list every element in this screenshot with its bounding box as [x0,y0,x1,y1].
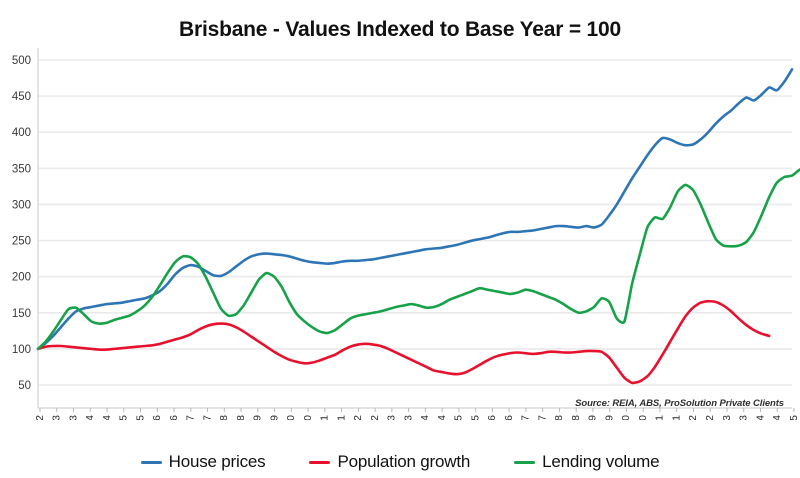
chart-legend: House prices Population growth Lending vol… [0,452,800,472]
x-axis-tick-label: 2009 [268,415,280,420]
x-axis-tick-label: 2017 [520,415,532,420]
x-axis-tick-label: 2021 [654,415,666,420]
legend-label: Lending volume [542,452,660,471]
x-axis-tick-label: 2023 [721,415,733,420]
gridlines [37,48,792,409]
legend-item-lending-volume[interactable]: Lending volume [514,452,660,472]
x-axis-tick-label: 2010 [302,415,314,420]
legend-label: House prices [168,452,266,471]
x-axis-tick-label: 2012 [369,415,381,420]
x-axis-tick-label: 2014 [436,415,448,420]
y-axis-tick-label: 350 [12,163,31,175]
x-axis-tick-label: 2011 [319,415,331,420]
series-line-population-growth [36,299,771,385]
x-axis-tick-label: 2024 [771,415,783,420]
x-axis-tick-label: 2014 [419,415,431,420]
x-axis-tick-label: 2015 [453,415,465,420]
x-axis-tick-label: 2023 [738,415,750,420]
y-axis-tick-label: 450 [12,91,31,103]
legend-item-population-growth[interactable]: Population growth [309,452,470,472]
data-series [36,68,800,385]
x-axis-tick-label: 2022 [704,415,716,420]
source-attribution: Source: REIA, ABS, ProSolution Private C… [575,398,784,409]
chart-title: Brisbane - Values Indexed to Base Year =… [179,18,621,41]
x-axis-tick-label: 2006 [168,415,180,420]
x-axis-tick-label: 2004 [84,415,96,420]
legend-swatch-icon [309,460,331,464]
x-axis-tick-label: 2005 [134,415,146,420]
x-axis-tick-label: 2009 [252,415,264,420]
x-axis-tick-label: 2025 [788,415,800,420]
y-axis-tick-label: 100 [12,344,31,356]
x-axis-tick-label: 2017 [536,415,548,420]
legend-label: Population growth [337,452,471,471]
x-axis-tick-label: 2012 [352,415,364,420]
legend-swatch-icon [140,460,162,464]
x-axis-tick-label: 2020 [620,415,632,420]
x-axis-tick-label: 2013 [386,415,398,420]
y-axis-tick-label: 150 [12,308,31,320]
x-axis-tick-label: 2018 [570,415,582,420]
x-axis-tick-label: 2008 [218,415,230,420]
x-axis-tick-label: 2018 [553,415,565,420]
y-axis-tick-label: 200 [12,272,31,284]
x-axis-tick-label: 2013 [402,415,414,420]
x-axis-tick-label: 2003 [67,415,79,420]
x-axis-tick-label: 2011 [335,415,347,420]
x-axis-tick-label: 2010 [285,415,297,420]
x-axis-tick-label: 2016 [503,415,515,420]
x-axis-tick-label: 2016 [486,415,498,420]
x-axis-tick-label: 2003 [51,415,63,420]
x-axis-tick-label: 2005 [118,415,130,420]
x-axis-tick-label: 2008 [235,415,247,420]
x-axis-tick-label: 2007 [185,415,197,420]
x-axis-tick-label: 2004 [101,415,113,420]
x-axis-tick-label: 2019 [587,415,599,420]
y-axis-tick-label: 500 [12,55,31,67]
series-line-lending-volume [36,168,800,351]
y-axis-tick-label: 50 [18,380,31,392]
x-axis-tick-label: 2022 [687,415,699,420]
legend-item-house-prices[interactable]: House prices [140,452,266,472]
x-axis-tick-label: 2024 [754,415,766,420]
x-axis-tick-label: 2007 [201,415,213,420]
y-axis-labels: 50 100 150 200 250 300 350 400 450 500 [12,55,31,392]
x-axis-tick-label: 2019 [603,415,615,420]
x-axis-tick-label: 2006 [151,415,163,420]
x-axis-tick-label: 2021 [670,415,682,420]
x-axis-tick-label: 2015 [469,415,481,420]
y-axis-tick-label: 250 [12,236,31,248]
x-axis-tick-label: 2020 [637,415,649,420]
series-line-house-prices [36,68,794,351]
legend-swatch-icon [514,460,536,464]
y-axis-tick-label: 400 [12,127,31,139]
y-axis-tick-label: 300 [12,199,31,211]
